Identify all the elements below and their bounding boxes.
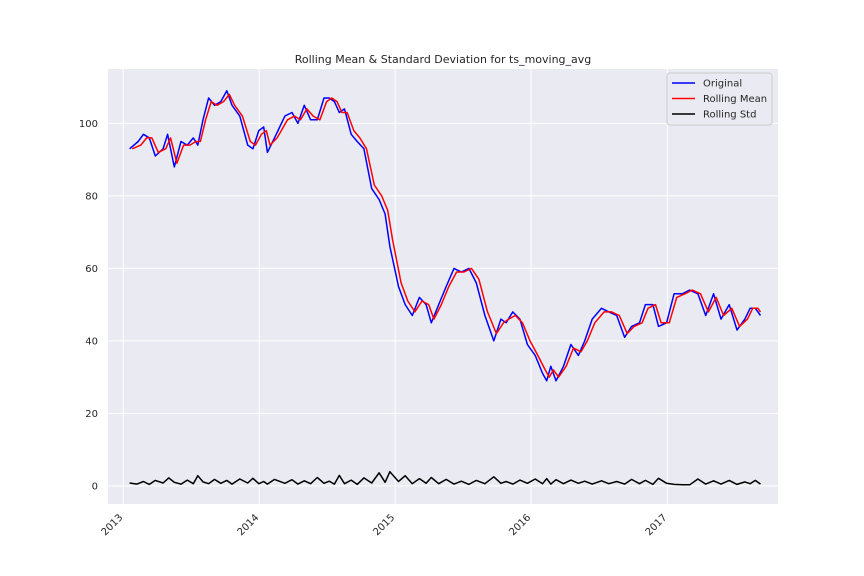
- legend-label: Rolling Std: [703, 110, 756, 121]
- legend: Original Rolling Mean Rolling Std: [666, 72, 773, 126]
- x-tick-label: 2013: [100, 512, 126, 538]
- series-lines: [129, 90, 762, 486]
- series-line-rolling-std: [129, 470, 761, 486]
- x-tick-label: 2015: [371, 512, 397, 538]
- grid: [108, 69, 778, 504]
- y-tick-label: 80: [85, 191, 98, 202]
- y-tick-label: 100: [79, 119, 98, 130]
- x-tick-label: 2017: [644, 512, 670, 538]
- y-axis: 0 20 40 60 80 100: [79, 119, 98, 493]
- legend-label: Rolling Mean: [703, 94, 767, 105]
- x-tick-label: 2014: [236, 512, 262, 538]
- y-tick-label: 60: [85, 264, 98, 275]
- x-axis: 2013 2014 2015 2016 2017: [100, 512, 670, 538]
- series-line-original: [129, 90, 762, 382]
- series-line-rolling-mean: [131, 93, 762, 378]
- y-tick-label: 20: [85, 409, 98, 420]
- chart-title: Rolling Mean & Standard Deviation for ts…: [295, 53, 592, 66]
- x-tick-label: 2016: [507, 512, 533, 538]
- legend-label: Original: [703, 79, 742, 90]
- y-tick-label: 0: [92, 481, 98, 492]
- plot-area: [108, 69, 778, 504]
- legend-box: [666, 72, 773, 126]
- y-tick-label: 40: [85, 336, 98, 347]
